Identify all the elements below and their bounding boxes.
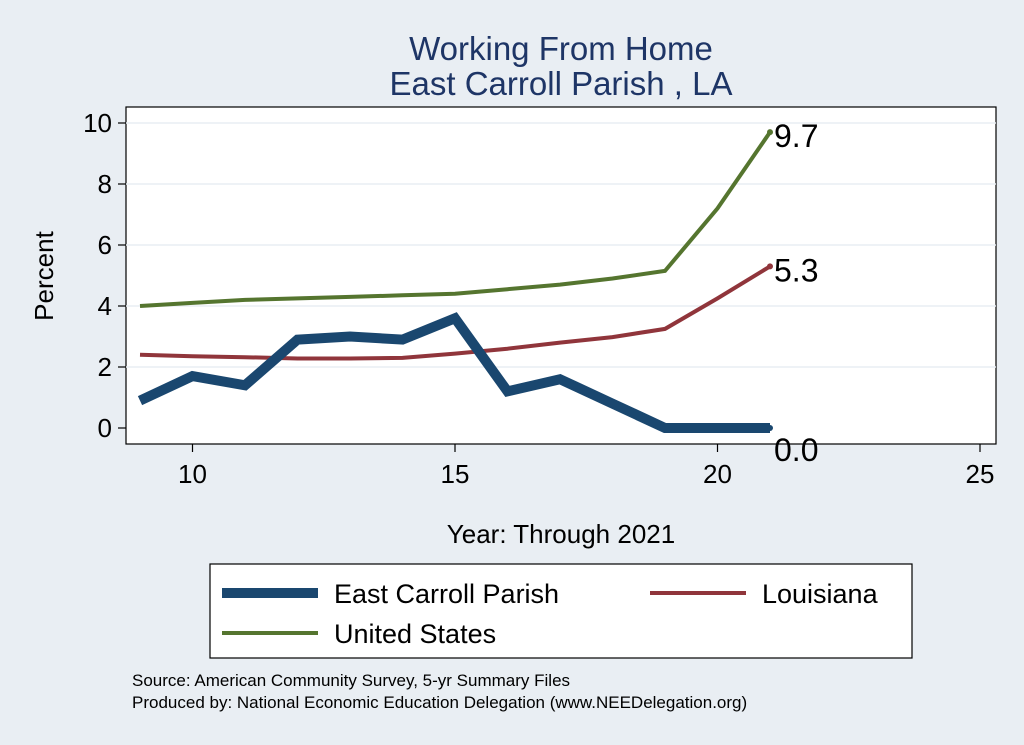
producer-note: Produced by: National Economic Education… — [132, 693, 747, 712]
end-marker — [767, 129, 773, 136]
legend-label: Louisiana — [762, 579, 879, 609]
end-label: 0.0 — [774, 432, 818, 468]
legend-items: East Carroll Parish Louisiana United State… — [222, 579, 879, 649]
legend-label: United States — [334, 619, 496, 649]
x-axis-title: Year: Through 2021 — [447, 519, 675, 549]
series-line-louisiana — [139, 264, 772, 361]
y-axis: 0 2 4 6 8 10 — [83, 108, 126, 443]
y-tick-label: 4 — [98, 291, 112, 321]
x-axis: 10 15 20 25 — [178, 444, 994, 489]
x-tick-label: 25 — [966, 459, 995, 489]
y-tick-label: 8 — [98, 169, 112, 199]
series-line-united-states — [139, 131, 772, 308]
end-marker — [767, 263, 773, 270]
series-line-east-carroll-parish — [137, 312, 770, 433]
legend-label: East Carroll Parish — [334, 579, 559, 609]
x-tick-label: 10 — [178, 459, 207, 489]
y-tick-label: 6 — [98, 230, 112, 260]
end-label: 5.3 — [774, 252, 818, 288]
y-axis-title: Percent — [29, 230, 59, 320]
y-tick-label: 0 — [98, 413, 112, 443]
chart-title: Working From Home — [409, 30, 713, 67]
y-tick-label: 10 — [83, 108, 112, 138]
y-tick-label: 2 — [98, 352, 112, 382]
end-marker — [767, 425, 773, 431]
end-labels: 0.0 5.3 9.7 — [767, 118, 818, 468]
x-tick-label: 15 — [441, 459, 470, 489]
chart-subtitle: East Carroll Parish , LA — [390, 65, 733, 102]
end-label: 9.7 — [774, 118, 818, 154]
plot-area — [125, 106, 997, 445]
series-lines — [137, 131, 772, 433]
source-note: Source: American Community Survey, 5-yr … — [132, 671, 570, 690]
legend — [209, 563, 913, 659]
x-tick-label: 20 — [703, 459, 732, 489]
